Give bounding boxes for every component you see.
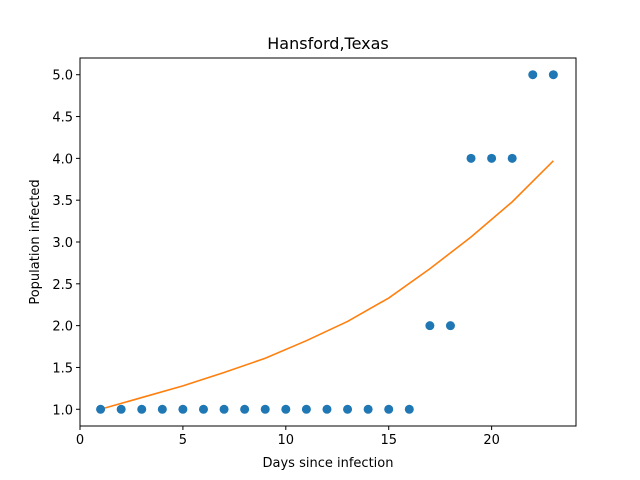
data-point — [322, 404, 332, 414]
fit-curve-line — [100, 160, 554, 411]
data-point — [404, 404, 414, 414]
data-point — [281, 404, 291, 414]
data-point — [528, 70, 538, 80]
data-point — [343, 404, 353, 414]
y-axis-ticks: 1.0 1.5 2.0 2.5 3.0 3.5 4.0 4.5 5.0 — [52, 69, 80, 418]
y-tick-label: 2.0 — [52, 320, 73, 335]
data-point — [487, 153, 497, 163]
data-point — [116, 404, 126, 414]
x-tick-label: 5 — [179, 433, 187, 448]
y-tick-label: 3.5 — [52, 194, 73, 209]
data-point — [548, 70, 558, 80]
data-point — [363, 404, 373, 414]
data-point — [466, 153, 476, 163]
data-point — [445, 321, 455, 331]
data-point — [178, 404, 188, 414]
data-point — [198, 404, 208, 414]
data-point — [137, 404, 147, 414]
y-tick-label: 5.0 — [52, 69, 73, 84]
x-axis-label: Days since infection — [263, 456, 394, 471]
data-point — [219, 404, 229, 414]
data-point — [301, 404, 311, 414]
y-tick-label: 4.5 — [52, 111, 73, 126]
x-tick-label: 20 — [483, 433, 500, 448]
y-tick-label: 3.0 — [52, 236, 73, 251]
fit-line-layer — [100, 160, 554, 411]
y-tick-label: 2.5 — [52, 278, 73, 293]
data-point — [425, 321, 435, 331]
plot-frame — [79, 57, 577, 427]
data-point — [157, 404, 167, 414]
y-axis-label: Population infected — [28, 179, 43, 304]
y-tick-label: 1.5 — [52, 361, 73, 376]
x-tick-label: 15 — [380, 433, 397, 448]
scatter-points-layer — [96, 70, 558, 414]
x-axis-ticks: 0 5 10 15 20 — [76, 426, 500, 448]
data-point — [384, 404, 394, 414]
data-point — [96, 404, 106, 414]
x-tick-label: 10 — [278, 433, 295, 448]
y-tick-label: 4.0 — [52, 152, 73, 167]
x-tick-label: 0 — [76, 433, 84, 448]
data-point — [507, 153, 517, 163]
data-point — [260, 404, 270, 414]
y-tick-label: 1.0 — [52, 403, 73, 418]
chart-title: Hansford,Texas — [267, 34, 389, 53]
data-point — [240, 404, 250, 414]
